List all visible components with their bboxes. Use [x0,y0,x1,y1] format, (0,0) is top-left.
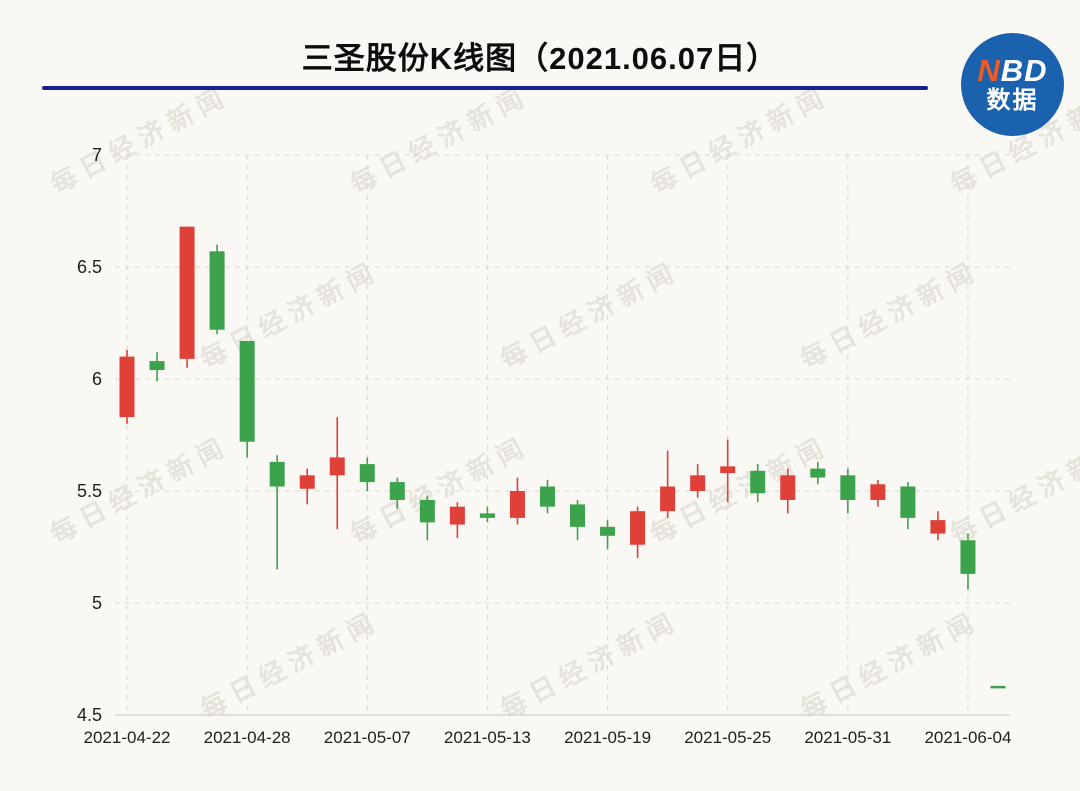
candle-body [209,251,225,330]
logo-letters-bd: BD [1000,52,1048,88]
candle-body [359,464,375,483]
candle-body [960,540,976,574]
candle-body [479,513,495,518]
candle-body [600,526,616,536]
y-axis-label: 7 [92,145,102,165]
candle-body [299,475,315,489]
x-axis-label: 2021-05-31 [804,728,891,747]
page-title: 三圣股份K线图（2021.06.07日） [301,41,779,76]
y-axis-label: 5 [92,593,102,613]
logo-wordmark: NBD [977,52,1048,88]
candle-body [690,475,706,491]
candle-body [630,511,646,545]
candle-body [570,504,586,527]
candle-body [720,466,736,474]
candle-body [840,475,856,500]
candle-body [239,340,255,442]
candle-body [810,468,826,478]
candlestick-chart: 2021-04-22 2021-04-28 2021-05-07 2021-05-13… [77,145,1011,747]
y-axis-label: 5.5 [77,481,102,501]
nbd-logo: NBD 数据 [961,33,1064,136]
candle-body [750,470,766,494]
y-axis-label: 6 [92,369,102,389]
candle-body [990,685,1006,689]
candle-body [179,226,195,359]
x-axis-label: 2021-04-22 [84,728,171,747]
candle-body [419,499,435,523]
candle-body [449,506,465,525]
candle-body [900,486,916,518]
candle-body [119,356,135,418]
logo-letter-n: N [977,52,1001,88]
candle-body [389,482,405,500]
x-axis-label: 2021-06-04 [924,728,1011,747]
candle-body [329,457,345,476]
y-axis-label: 4.5 [77,705,102,725]
candle-body [870,484,886,500]
candle-body [269,461,285,487]
x-axis-label: 2021-05-25 [684,728,771,747]
x-axis-label: 2021-05-07 [324,728,411,747]
x-axis-label: 2021-04-28 [204,728,291,747]
x-axis-label: 2021-05-19 [564,728,651,747]
x-axis-label: 2021-05-13 [444,728,531,747]
candle-body [509,491,525,518]
y-axis-label: 6.5 [77,257,102,277]
candle-body [660,486,676,512]
logo-subtitle: 数据 [986,86,1039,114]
candle-body [149,361,165,371]
title-underline [42,86,928,90]
candle-body [780,475,796,500]
candle-body [930,520,946,534]
candle-body [539,486,555,507]
